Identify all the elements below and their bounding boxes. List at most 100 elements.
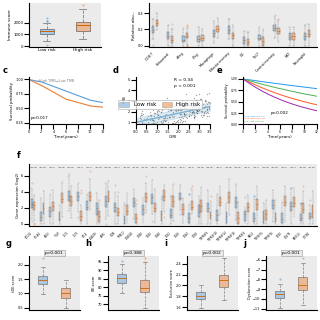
Point bbox=[166, 114, 172, 119]
Text: p=0.017: p=0.017 bbox=[30, 116, 48, 120]
Point bbox=[178, 104, 183, 109]
Point bbox=[207, 100, 212, 106]
Point bbox=[149, 116, 154, 121]
Point bbox=[175, 120, 180, 125]
Point bbox=[179, 111, 184, 116]
Point bbox=[153, 122, 158, 127]
Point bbox=[151, 117, 156, 122]
PathPatch shape bbox=[256, 199, 258, 210]
Point bbox=[182, 106, 188, 111]
Point bbox=[163, 122, 168, 127]
PathPatch shape bbox=[108, 190, 109, 202]
Point bbox=[144, 122, 149, 127]
Point bbox=[148, 114, 154, 119]
Text: g: g bbox=[6, 239, 12, 248]
Point bbox=[168, 108, 173, 113]
Point bbox=[204, 107, 210, 112]
Point bbox=[176, 107, 181, 112]
PathPatch shape bbox=[196, 292, 205, 299]
Point bbox=[194, 110, 199, 115]
Point bbox=[139, 122, 144, 127]
Point bbox=[206, 113, 212, 118]
Point bbox=[154, 114, 159, 119]
PathPatch shape bbox=[154, 203, 156, 212]
Point bbox=[154, 122, 159, 127]
Point bbox=[155, 111, 160, 116]
Point bbox=[200, 105, 205, 110]
Point bbox=[151, 114, 156, 119]
PathPatch shape bbox=[61, 288, 70, 298]
Point bbox=[177, 117, 182, 122]
PathPatch shape bbox=[302, 203, 304, 213]
Point bbox=[142, 122, 147, 127]
Point bbox=[202, 113, 207, 118]
Point bbox=[162, 122, 167, 127]
Point bbox=[205, 92, 210, 97]
PathPatch shape bbox=[133, 198, 135, 207]
Point bbox=[207, 106, 212, 111]
Y-axis label: Survival probability: Survival probability bbox=[10, 82, 14, 120]
Point bbox=[196, 108, 202, 113]
PathPatch shape bbox=[263, 211, 265, 223]
Point bbox=[173, 109, 179, 114]
Point bbox=[184, 111, 189, 116]
PathPatch shape bbox=[304, 33, 306, 40]
Point bbox=[142, 122, 147, 127]
PathPatch shape bbox=[237, 212, 239, 224]
PathPatch shape bbox=[145, 193, 147, 202]
PathPatch shape bbox=[70, 196, 72, 206]
Point bbox=[168, 107, 173, 112]
Y-axis label: Relative abu...: Relative abu... bbox=[132, 10, 136, 40]
Point bbox=[163, 105, 168, 110]
Point bbox=[166, 115, 171, 120]
Point bbox=[152, 110, 157, 116]
Point bbox=[202, 98, 207, 103]
Y-axis label: Dysfunction score: Dysfunction score bbox=[247, 267, 252, 299]
PathPatch shape bbox=[265, 210, 267, 220]
Point bbox=[204, 101, 210, 106]
PathPatch shape bbox=[191, 201, 193, 210]
Point bbox=[182, 108, 187, 114]
Point bbox=[159, 109, 164, 115]
Point bbox=[143, 122, 148, 127]
PathPatch shape bbox=[38, 276, 47, 284]
Point bbox=[159, 120, 164, 125]
Point bbox=[171, 104, 176, 109]
Point bbox=[156, 115, 161, 120]
Point bbox=[164, 111, 169, 116]
Point bbox=[205, 114, 210, 119]
PathPatch shape bbox=[151, 194, 153, 204]
PathPatch shape bbox=[226, 212, 228, 222]
Point bbox=[173, 107, 178, 112]
Point bbox=[194, 108, 199, 113]
Point bbox=[193, 99, 198, 104]
Point bbox=[185, 115, 190, 120]
Point bbox=[162, 118, 167, 123]
PathPatch shape bbox=[309, 213, 311, 220]
Point bbox=[180, 106, 185, 111]
Point bbox=[188, 102, 194, 107]
Text: High TMB-High risk: High TMB-High risk bbox=[244, 118, 265, 119]
Point bbox=[172, 119, 177, 124]
Point bbox=[169, 114, 174, 119]
Point bbox=[148, 122, 153, 127]
Point bbox=[156, 112, 161, 117]
Point bbox=[139, 121, 144, 126]
Point bbox=[158, 122, 164, 127]
Point bbox=[179, 108, 184, 113]
Point bbox=[180, 119, 186, 124]
PathPatch shape bbox=[300, 213, 301, 221]
PathPatch shape bbox=[247, 204, 249, 212]
PathPatch shape bbox=[124, 216, 125, 224]
PathPatch shape bbox=[152, 26, 154, 33]
PathPatch shape bbox=[289, 33, 291, 40]
Point bbox=[201, 109, 206, 115]
Point bbox=[158, 119, 164, 124]
Text: e: e bbox=[217, 66, 223, 75]
Point bbox=[145, 122, 150, 127]
Point bbox=[179, 99, 184, 104]
Point bbox=[164, 116, 169, 121]
Point bbox=[164, 105, 169, 110]
Point bbox=[178, 112, 183, 117]
Point bbox=[155, 122, 160, 127]
